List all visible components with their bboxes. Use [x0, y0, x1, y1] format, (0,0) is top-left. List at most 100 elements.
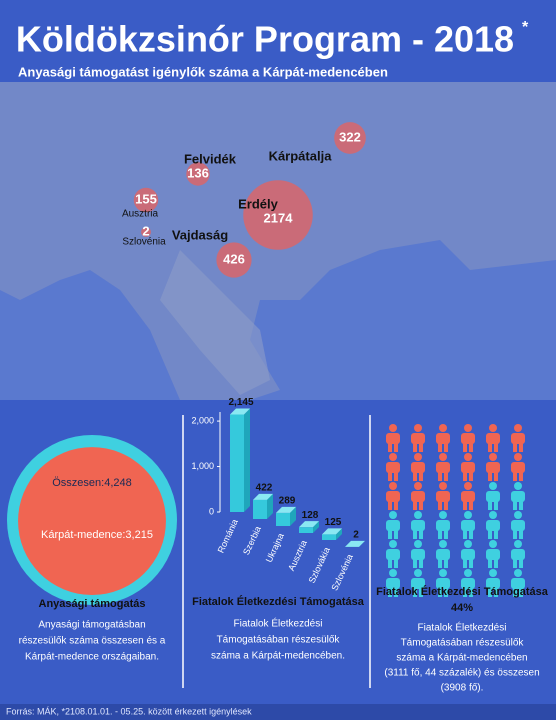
bar: [322, 534, 336, 540]
person-icon: [511, 482, 525, 510]
person-body: [486, 520, 500, 531]
person-head: [464, 569, 472, 577]
region-name: Erdély: [238, 196, 279, 211]
person-leg: [494, 530, 498, 539]
person-head: [389, 453, 397, 461]
person-leg: [469, 559, 473, 568]
person-head: [414, 482, 422, 490]
map-bubble: [186, 162, 210, 186]
person-leg: [463, 501, 467, 510]
region-value: 2174: [264, 210, 294, 225]
person-body: [511, 433, 525, 444]
map-bubble: [243, 180, 313, 250]
person-leg: [438, 443, 442, 452]
title: Köldökzsinór Program - 2018: [16, 19, 514, 60]
person-icon: [486, 424, 500, 452]
person-icon: [511, 424, 525, 452]
person-body: [511, 462, 525, 473]
person-leg: [438, 530, 442, 539]
person-body: [436, 520, 450, 531]
region-value: 2: [142, 223, 149, 238]
person-icon: [436, 511, 450, 539]
person-icon: [386, 511, 400, 539]
person-leg: [513, 501, 517, 510]
person-leg: [388, 588, 392, 597]
person-head: [414, 540, 422, 548]
person-icon: [511, 540, 525, 568]
bar-top: [299, 521, 319, 528]
person-leg: [469, 443, 473, 452]
person-leg: [513, 530, 517, 539]
person-body: [486, 491, 500, 502]
person-icon: [486, 482, 500, 510]
person-head: [414, 424, 422, 432]
y-tick-label: 0: [209, 506, 214, 516]
bar: [299, 527, 313, 533]
person-body: [386, 433, 400, 444]
person-leg: [444, 443, 448, 452]
person-icon: [461, 569, 475, 597]
person-leg: [469, 472, 473, 481]
person-leg: [488, 501, 492, 510]
person-leg: [469, 588, 473, 597]
person-head: [389, 569, 397, 577]
person-icon: [386, 540, 400, 568]
person-leg: [519, 472, 523, 481]
person-leg: [413, 443, 417, 452]
person-head: [489, 482, 497, 490]
person-body: [486, 433, 500, 444]
person-body: [411, 578, 425, 589]
person-icon: [511, 569, 525, 597]
footer-bar: [0, 704, 556, 720]
map-land: [160, 250, 270, 395]
person-leg: [394, 530, 398, 539]
person-body: [436, 433, 450, 444]
person-head: [414, 511, 422, 519]
person-head: [414, 569, 422, 577]
map-bubble: [141, 227, 151, 237]
title-mark: *: [522, 19, 529, 36]
person-leg: [519, 443, 523, 452]
region-value: 155: [135, 191, 157, 206]
person-leg: [394, 588, 398, 597]
person-body: [411, 549, 425, 560]
panel-text: Kárpát-medence országaiban.: [25, 652, 159, 663]
person-leg: [513, 472, 517, 481]
person-icon: [411, 569, 425, 597]
person-body: [411, 433, 425, 444]
person-leg: [463, 443, 467, 452]
value-label: 2,145: [228, 397, 253, 408]
person-icon: [411, 453, 425, 481]
panel-text: száma a Kárpát-medencében.: [211, 651, 345, 662]
person-leg: [494, 501, 498, 510]
person-leg: [488, 530, 492, 539]
value-label: 125: [325, 517, 342, 528]
person-leg: [394, 501, 398, 510]
person-leg: [438, 501, 442, 510]
person-head: [489, 424, 497, 432]
panel-text: Fiatalok Életkezdési: [234, 617, 323, 630]
person-icon: [436, 569, 450, 597]
person-icon: [461, 482, 475, 510]
panel-text: Fiatalok Életkezdési: [418, 621, 507, 634]
person-head: [464, 482, 472, 490]
person-body: [436, 462, 450, 473]
region-value: 322: [339, 129, 361, 144]
person-leg: [419, 472, 423, 481]
bar: [253, 499, 267, 519]
person-leg: [438, 472, 442, 481]
bar-top: [253, 493, 273, 500]
person-leg: [519, 530, 523, 539]
bar-side: [313, 521, 319, 533]
panel-text: Támogatásában részesülők: [217, 635, 341, 646]
person-head: [389, 424, 397, 432]
person-icon: [486, 511, 500, 539]
person-icon: [411, 482, 425, 510]
region-name: Ausztria: [122, 209, 159, 220]
bar-top: [230, 408, 250, 415]
person-leg: [494, 559, 498, 568]
person-leg: [419, 588, 423, 597]
share-label: 44%: [451, 602, 473, 614]
panel-text: (3111 fő, 44 százalék) és összesen: [384, 668, 539, 679]
person-body: [386, 491, 400, 502]
